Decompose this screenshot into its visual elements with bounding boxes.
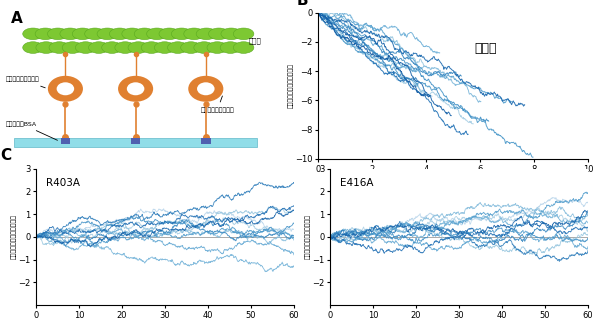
- Circle shape: [141, 42, 162, 53]
- Y-axis label: 微小管長軸方向の移動距離: 微小管長軸方向の移動距離: [288, 63, 293, 108]
- Text: ビオチン化ダイニン: ビオチン化ダイニン: [6, 77, 45, 88]
- Text: C: C: [0, 148, 11, 163]
- Text: E416A: E416A: [340, 178, 374, 188]
- Circle shape: [115, 42, 136, 53]
- Text: R403A: R403A: [46, 178, 80, 188]
- Circle shape: [181, 42, 201, 53]
- Text: 野生型: 野生型: [475, 42, 497, 55]
- Circle shape: [220, 42, 241, 53]
- Circle shape: [233, 42, 254, 53]
- Circle shape: [23, 42, 43, 53]
- Ellipse shape: [188, 76, 223, 102]
- Circle shape: [134, 28, 155, 40]
- X-axis label: 時間（秒）: 時間（秒）: [440, 179, 466, 188]
- Ellipse shape: [127, 82, 145, 95]
- Ellipse shape: [118, 76, 153, 102]
- Bar: [14, 138, 257, 147]
- Text: A: A: [11, 11, 23, 26]
- Circle shape: [221, 28, 241, 40]
- Circle shape: [146, 28, 167, 40]
- Circle shape: [209, 28, 229, 40]
- Y-axis label: 微小管長軸方向の移動距離: 微小管長軸方向の移動距離: [11, 214, 17, 259]
- Text: B: B: [296, 0, 308, 8]
- Ellipse shape: [197, 82, 215, 95]
- Bar: [201, 138, 211, 144]
- Circle shape: [23, 28, 43, 40]
- Circle shape: [207, 42, 227, 53]
- Circle shape: [172, 28, 192, 40]
- Circle shape: [154, 42, 175, 53]
- Circle shape: [122, 28, 142, 40]
- Circle shape: [72, 28, 93, 40]
- Ellipse shape: [56, 82, 74, 95]
- Bar: [131, 138, 140, 144]
- Bar: [61, 138, 70, 144]
- Ellipse shape: [48, 76, 83, 102]
- Y-axis label: 微小管長軸方向の移動距離: 微小管長軸方向の移動距離: [305, 214, 311, 259]
- Text: 微小管: 微小管: [249, 38, 262, 44]
- Text: ビオチン化BSA: ビオチン化BSA: [6, 121, 58, 140]
- Circle shape: [60, 28, 80, 40]
- Circle shape: [109, 28, 130, 40]
- Circle shape: [196, 28, 217, 40]
- Circle shape: [85, 28, 105, 40]
- Circle shape: [89, 42, 109, 53]
- Circle shape: [97, 28, 118, 40]
- Circle shape: [62, 42, 83, 53]
- Circle shape: [36, 42, 56, 53]
- Circle shape: [76, 42, 96, 53]
- Circle shape: [159, 28, 179, 40]
- Circle shape: [102, 42, 122, 53]
- Circle shape: [35, 28, 56, 40]
- Circle shape: [128, 42, 149, 53]
- Circle shape: [194, 42, 214, 53]
- Circle shape: [49, 42, 70, 53]
- Circle shape: [47, 28, 68, 40]
- Circle shape: [184, 28, 205, 40]
- Circle shape: [233, 28, 254, 40]
- Circle shape: [167, 42, 188, 53]
- Text: ストレプトアビジン: ストレプトアビジン: [200, 96, 234, 113]
